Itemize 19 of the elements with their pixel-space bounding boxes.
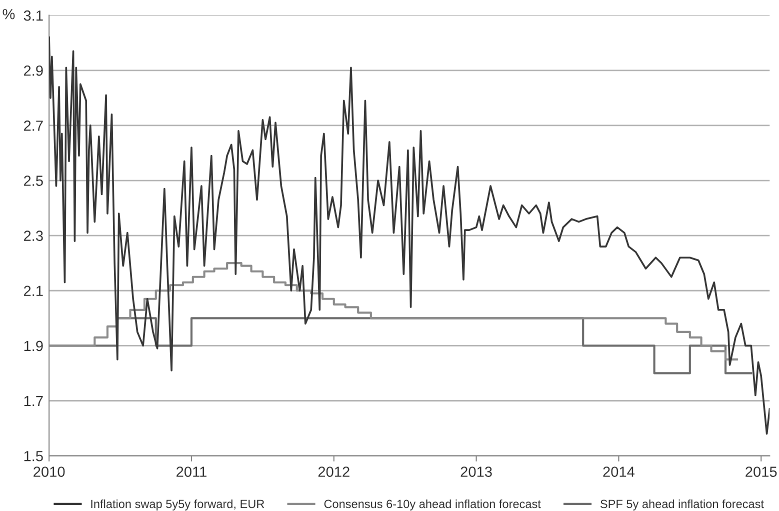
y-axis-title: % <box>2 8 15 20</box>
y-tick-label: 1.7 <box>24 396 43 406</box>
y-tick-label: 1.5 <box>24 451 43 462</box>
x-tick-label: 2015 <box>746 466 777 477</box>
legend-label: Consensus 6-10y ahead inflation forecast <box>324 499 541 510</box>
x-tick-label: 2012 <box>318 466 350 477</box>
y-tick-label: 2.5 <box>24 176 43 186</box>
x-tick-label: 2011 <box>176 466 206 477</box>
x-tick-label: 2010 <box>34 466 65 477</box>
x-tick-label: 2013 <box>460 466 492 477</box>
legend-label: SPF 5y ahead inflation forecast <box>600 499 764 510</box>
y-tick-label: 2.7 <box>24 120 43 131</box>
legend-label: Inflation swap 5y5y forward, EUR <box>91 499 264 510</box>
x-tick-label: 2014 <box>603 466 634 477</box>
y-tick-label: 1.9 <box>24 340 43 352</box>
y-tick-label: 2.3 <box>24 230 43 241</box>
y-tick-label: 2.1 <box>24 286 43 296</box>
y-tick-label: 2.9 <box>24 65 43 76</box>
y-tick-label: 3.1 <box>24 10 43 21</box>
